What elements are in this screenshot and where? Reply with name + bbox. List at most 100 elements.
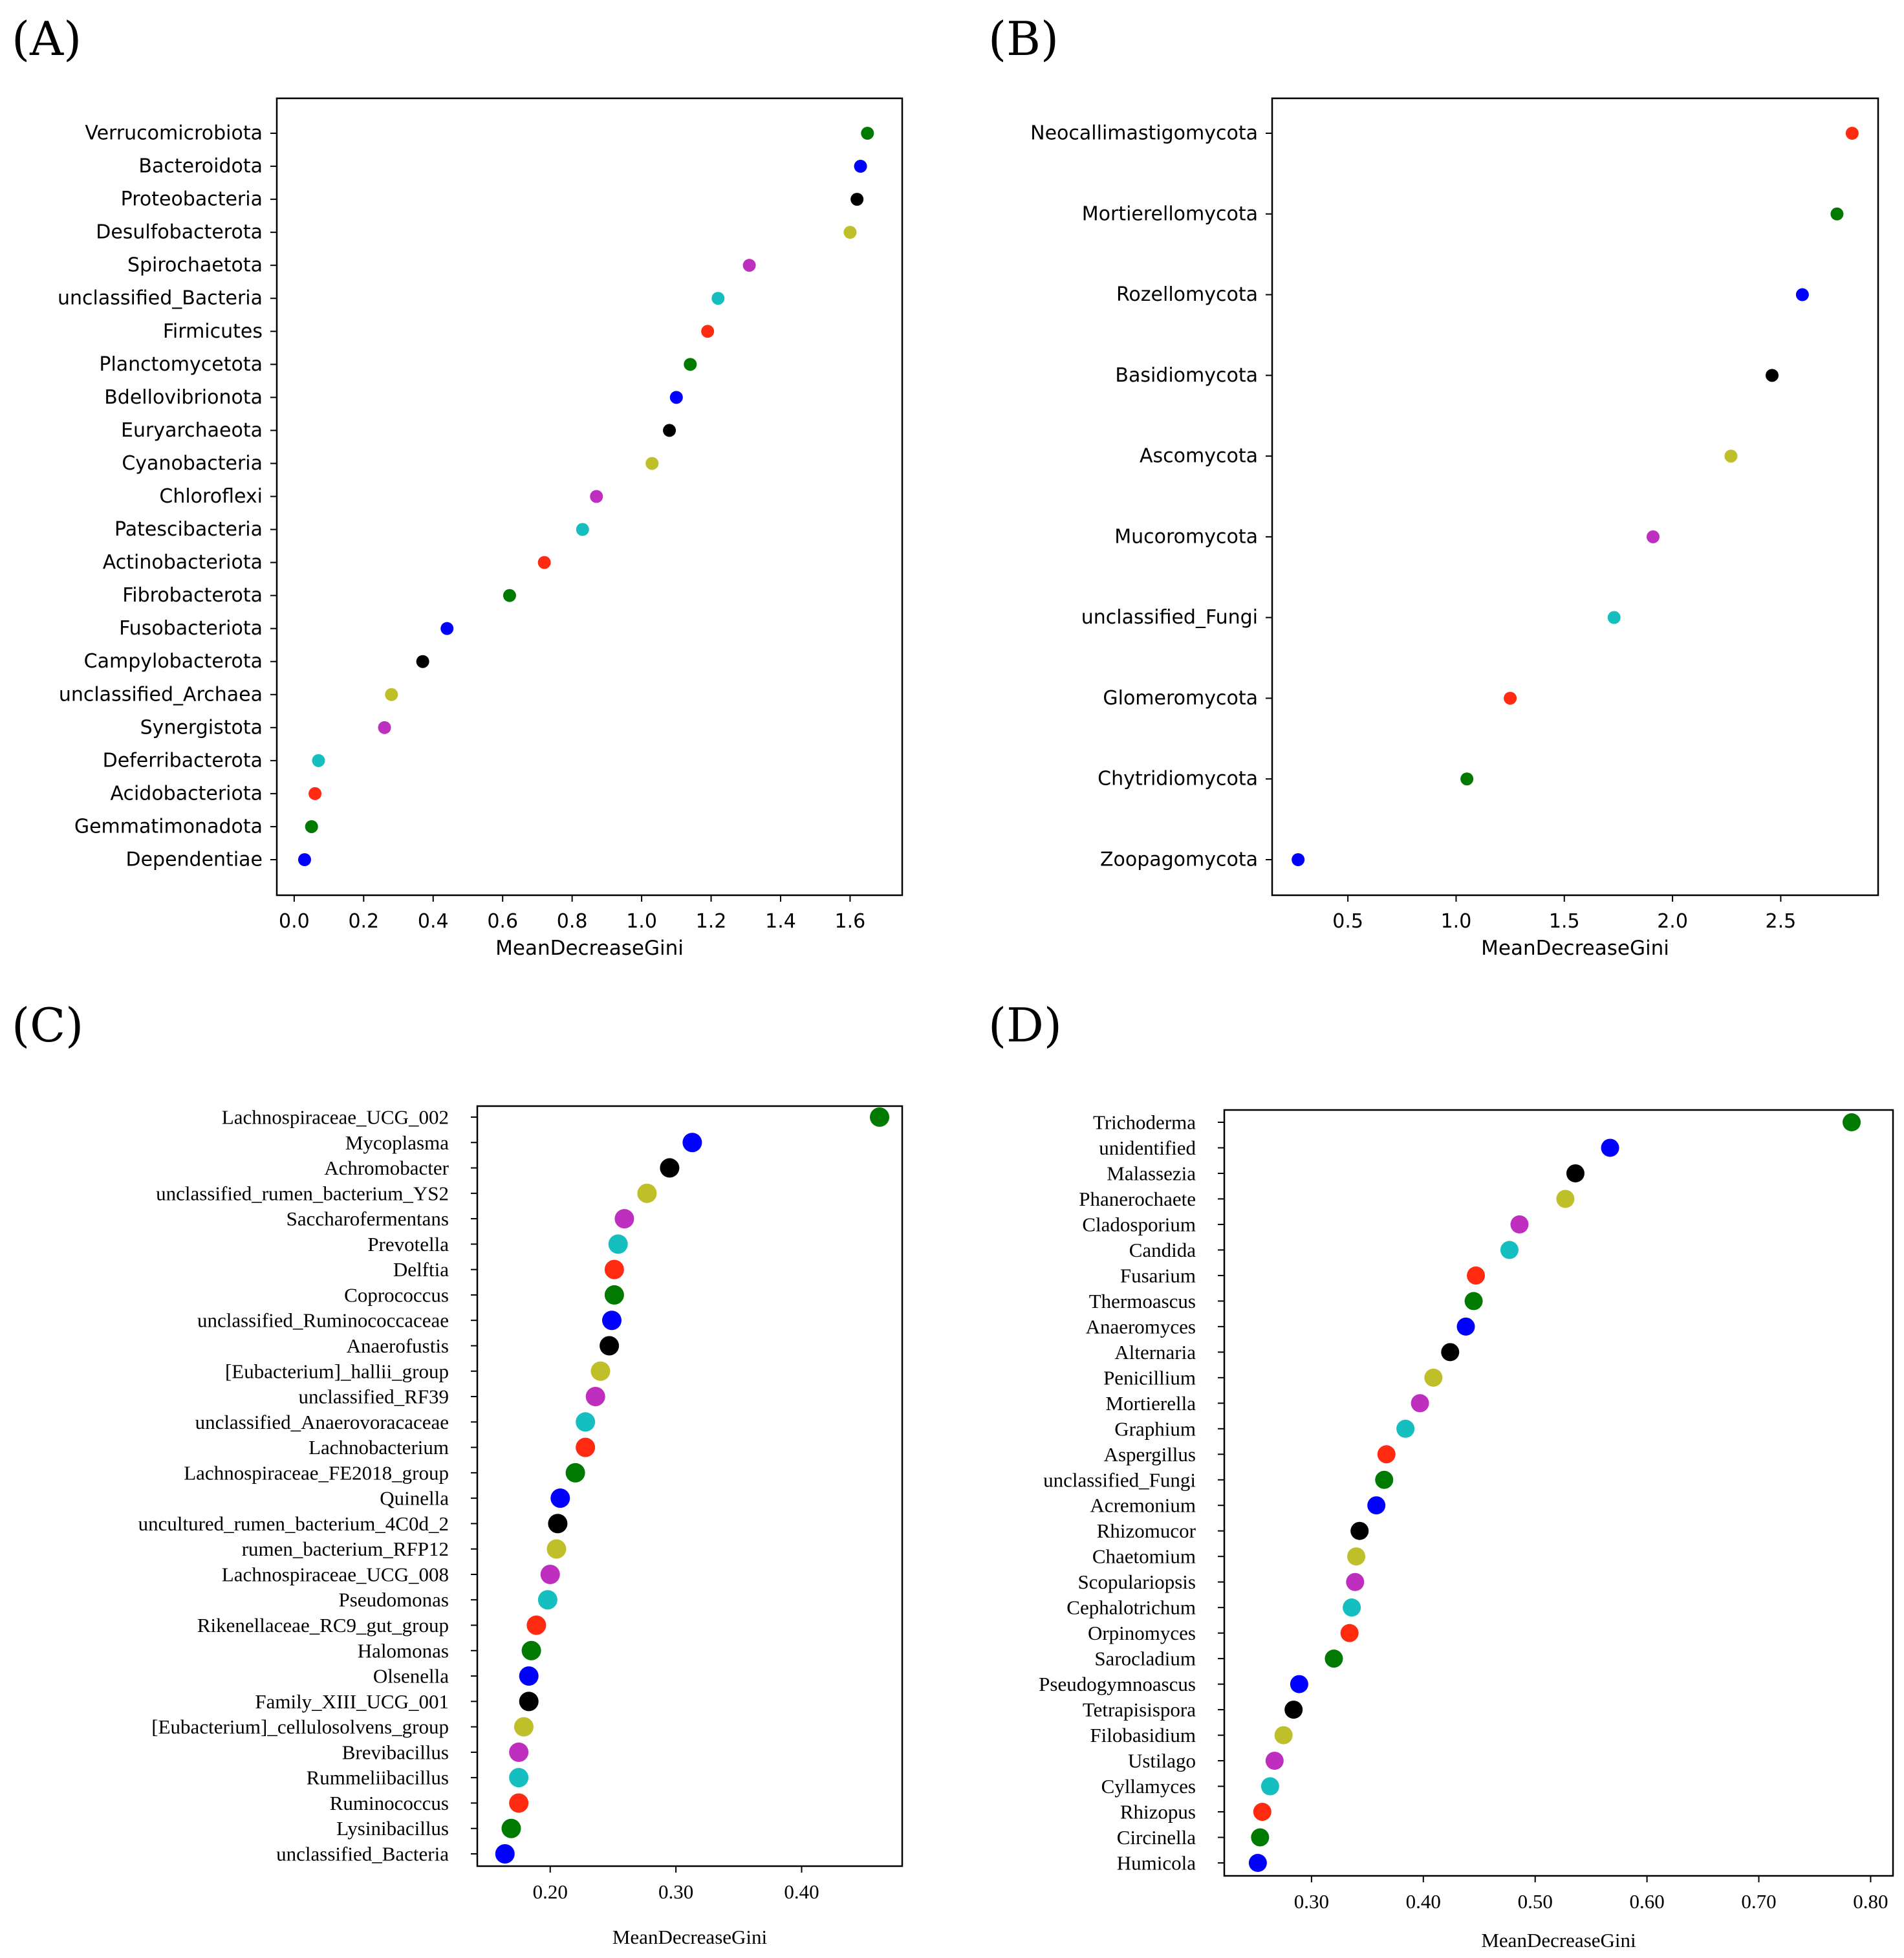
- data-point: [519, 1691, 539, 1712]
- x-tick-label: 0.50: [1518, 1890, 1553, 1913]
- category-label: unclassified_Archaea: [59, 683, 263, 706]
- x-axis-title: MeanDecreaseGini: [1481, 1929, 1636, 1952]
- category-label: Graphium: [1114, 1417, 1196, 1440]
- category-label: Mortierella: [1106, 1392, 1196, 1415]
- category-label: Scopulariopsis: [1077, 1571, 1196, 1593]
- category-label: Rhizopus: [1120, 1801, 1196, 1823]
- data-point: [1290, 1675, 1308, 1693]
- panel-d: (D) Trichoderma unidentified Malassezia Phan…: [988, 998, 1894, 1952]
- category-label: Verrucomicrobiota: [85, 122, 263, 145]
- category-label: Saccharofermentans: [287, 1208, 449, 1230]
- data-point: [1566, 1164, 1585, 1182]
- plot-frame: [476, 1105, 903, 1867]
- category-label: Patescibacteria: [114, 518, 263, 541]
- data-point: [298, 853, 311, 866]
- data-point: [509, 1742, 529, 1762]
- category-label: Sarocladium: [1094, 1648, 1196, 1670]
- plot-frame: [1223, 1109, 1894, 1877]
- data-point: [385, 688, 398, 701]
- data-point: [608, 1234, 628, 1254]
- data-point: [1340, 1624, 1359, 1642]
- category-label: Synergistota: [140, 716, 263, 739]
- data-point: [590, 1361, 611, 1381]
- category-label: unclassified_rumen_bacterium_YS2: [156, 1182, 449, 1204]
- x-tick-label: 0.2: [348, 910, 379, 933]
- category-label: uncultured_rumen_bacterium_4C0d_2: [138, 1512, 449, 1535]
- category-label: Lachnospiraceae_UCG_002: [222, 1106, 449, 1129]
- data-point: [614, 1209, 634, 1229]
- data-point: [684, 358, 697, 371]
- category-label: Humicola: [1117, 1852, 1196, 1875]
- category-label: unclassified_Bacteria: [276, 1843, 449, 1866]
- data-point: [1411, 1394, 1429, 1413]
- category-label: [Eubacterium]_cellulosolvens_group: [151, 1715, 449, 1738]
- data-point: [604, 1259, 624, 1279]
- data-point: [1346, 1572, 1365, 1591]
- x-tick-label: 1.5: [1549, 910, 1580, 933]
- category-label: Proteobacteria: [121, 188, 263, 211]
- data-point: [1556, 1190, 1575, 1208]
- data-point: [645, 457, 659, 470]
- plot-frame: [1271, 97, 1879, 897]
- category-label: Acidobacteriota: [110, 782, 263, 805]
- x-axis-title: MeanDecreaseGini: [612, 1926, 768, 1948]
- data-point: [1396, 1419, 1415, 1438]
- x-tick-label: 0.20: [533, 1880, 568, 1903]
- data-point: [1251, 1828, 1270, 1847]
- data-point: [548, 1514, 568, 1534]
- data-point: [537, 556, 551, 569]
- data-point: [1248, 1854, 1267, 1872]
- category-label: Ascomycota: [1140, 445, 1258, 468]
- data-point: [1500, 1241, 1519, 1259]
- category-label: Lysinibacillus: [336, 1817, 449, 1840]
- x-axis-title: MeanDecreaseGini: [1481, 937, 1669, 960]
- category-label: Tetrapisispora: [1083, 1699, 1196, 1721]
- data-point: [1367, 1496, 1386, 1515]
- panel-label: (C): [12, 998, 83, 1052]
- x-tick-label: 2.0: [1657, 910, 1688, 933]
- category-label: Zoopagomycota: [1100, 849, 1258, 871]
- data-point: [1607, 611, 1621, 624]
- data-point: [850, 193, 864, 206]
- data-point: [576, 523, 589, 536]
- category-label: Quinella: [380, 1487, 449, 1510]
- data-point: [521, 1640, 541, 1660]
- data-point: [1292, 853, 1305, 866]
- category-label: Lachnobacterium: [308, 1436, 449, 1459]
- x-tick-label: 1.2: [696, 910, 727, 933]
- data-point: [576, 1437, 596, 1457]
- category-label: Mycoplasma: [345, 1131, 449, 1154]
- data-point: [1460, 772, 1474, 786]
- data-point: [660, 1158, 680, 1178]
- category-label: Lachnospiraceae_FE2018_group: [184, 1461, 449, 1484]
- category-label: Fusobacteriota: [119, 617, 263, 640]
- data-point: [601, 1311, 622, 1331]
- category-label: Filobasidium: [1090, 1724, 1196, 1746]
- category-label: Bacteroidota: [138, 155, 263, 178]
- data-point: [1274, 1726, 1293, 1745]
- category-label: Brevibacillus: [342, 1741, 449, 1763]
- data-point: [305, 820, 318, 833]
- category-label: Cyanobacteria: [122, 452, 263, 475]
- category-label: Acremonium: [1090, 1494, 1196, 1517]
- category-label: Penicillium: [1103, 1366, 1196, 1389]
- data-point: [604, 1285, 624, 1305]
- category-label: Fusarium: [1120, 1264, 1196, 1287]
- category-label: Cephalotrichum: [1066, 1596, 1196, 1619]
- x-tick-label: 0.0: [279, 910, 310, 933]
- category-label: Anaeromyces: [1086, 1315, 1196, 1338]
- data-point: [1464, 1292, 1483, 1311]
- category-label: Orpinomyces: [1088, 1622, 1196, 1644]
- category-label: Ustilago: [1128, 1750, 1196, 1772]
- category-label: unclassified_Bacteria: [58, 287, 263, 310]
- data-point: [1843, 1113, 1861, 1131]
- x-tick-label: 0.30: [1294, 1890, 1329, 1913]
- x-tick-label: 0.60: [1629, 1890, 1664, 1913]
- data-point: [416, 655, 429, 668]
- category-label: rumen_bacterium_RFP12: [242, 1538, 449, 1560]
- data-point: [308, 787, 322, 800]
- x-tick-label: 0.4: [418, 910, 449, 933]
- data-point: [1325, 1649, 1343, 1668]
- data-point: [312, 754, 325, 767]
